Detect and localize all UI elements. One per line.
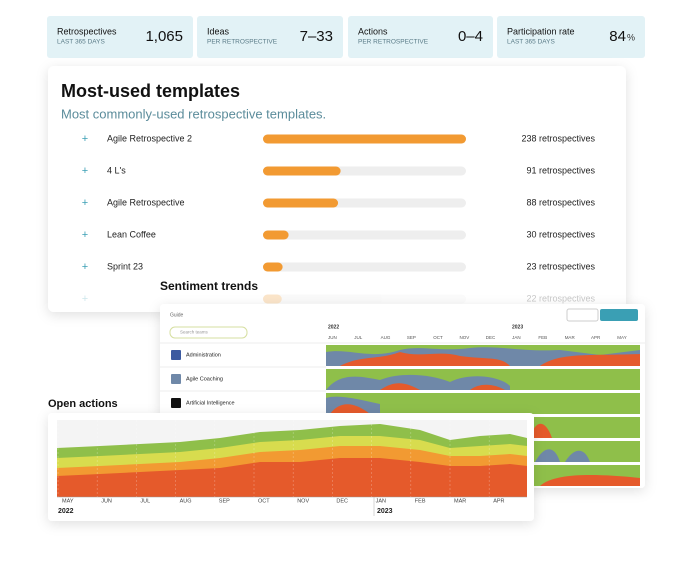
month-label: DEC [486,335,496,340]
stat-sublabel: LAST 365 DAYS [507,39,555,46]
stat-label: Ideas [207,26,230,36]
stat-card [348,16,493,58]
stat-sublabel: LAST 365 DAYS [57,39,105,46]
stat-value: 7–33 [300,28,333,45]
team-icon [171,350,181,360]
template-rows: + Agile Retrospective 2 238 retrospectives… [82,133,596,305]
template-count: 88 retrospectives [526,197,595,207]
stat-value: 1,065 [145,28,183,45]
stat-value: 84 [609,28,626,45]
template-name: Agile Retrospective [107,197,185,207]
template-row: + Sprint 23 23 retrospectives [82,261,596,273]
month-label: OCT [433,335,443,340]
month-label: FEB [415,498,426,504]
templates-card [48,66,626,312]
stat-card [197,16,343,58]
team-name[interactable]: Artificial Intelligence [186,400,235,406]
button[interactable] [566,308,599,322]
search-box[interactable] [169,326,248,339]
guide-link[interactable]: Guide [170,312,184,318]
year-label: 2023 [512,324,523,330]
stat-sublabel: PER RETROSPECTIVE [358,39,429,46]
year-label: 2023 [377,508,393,515]
month-label: OCT [258,498,270,504]
bar [263,166,341,176]
sentiment-months: JUN JUL AUG SEP OCT NOV DEC JAN FEB MAR APR MAY [328,335,627,340]
month-label: SEP [219,498,230,504]
month-label: DEC [336,498,348,504]
open-actions-areas [57,420,527,497]
template-row: + Agile Retrospective 88 retrospectives [82,197,596,209]
templates-subtitle: Most commonly-used retrospective templat… [61,106,326,121]
team-name[interactable]: Administration [186,352,221,358]
expand-icon[interactable]: + [82,293,88,305]
template-name: Sprint 23 [107,261,143,271]
template-count: 30 retrospectives [526,229,595,239]
year-label: 2022 [328,324,339,330]
open-actions-title: Open actions [48,398,118,410]
sentiment-title: Sentiment trends [160,279,258,293]
button[interactable] [600,309,638,321]
stats-row: Retrospectives LAST 365 DAYS 1,065 Ideas PER… [47,16,645,58]
month-label: APR [591,335,601,340]
template-name: Agile Retrospective 2 [107,133,192,143]
template-count: 91 retrospectives [526,165,595,175]
bar-track [263,230,466,240]
expand-icon[interactable]: + [82,229,88,241]
stat-card [497,16,645,58]
bar [263,262,283,272]
month-label: JUL [354,335,362,340]
stat-label: Retrospectives [57,26,117,36]
stat-unit: % [627,32,635,42]
expand-icon[interactable]: + [82,165,88,177]
template-name: 4 L's [107,165,126,175]
expand-icon[interactable]: + [82,133,88,145]
stat-value: 0–4 [458,28,483,45]
month-label: JUN [328,335,337,340]
bar [263,294,282,304]
month-label: SEP [407,335,416,340]
year-label: 2022 [58,508,74,515]
team-icon [171,374,181,384]
search-placeholder: Search teams [180,330,209,335]
template-row: + Lean Coffee 30 retrospectives [82,229,596,241]
template-row: +22 retrospectives [82,293,596,305]
template-count: 23 retrospectives [526,261,595,271]
month-label: JUN [101,498,112,504]
open-actions-months: MAY JUN JUL AUG SEP OCT NOV DEC JAN FEB MAR APR [57,420,505,504]
month-label: JAN [376,498,386,504]
template-count: 238 retrospectives [521,133,595,143]
month-label: MAY [617,335,626,340]
team-name[interactable]: Agile Coaching [186,376,223,382]
month-label: AUG [381,335,391,340]
month-label: MAR [565,335,576,340]
bar [263,198,339,208]
template-row: + Agile Retrospective 2 238 retrospectives [82,133,596,145]
expand-icon[interactable]: + [82,197,88,209]
month-label: MAR [454,498,466,504]
template-row: +4 L's 91 retrospectives [82,165,596,177]
stat-sublabel: PER RETROSPECTIVE [207,39,278,46]
month-label: FEB [538,335,547,340]
stat-card [47,16,193,58]
team-icon [171,398,181,408]
month-label: NOV [297,498,309,504]
bar [263,134,466,144]
bar-track [263,294,466,304]
month-label: JAN [512,335,521,340]
templates-title: Most-used templates [61,81,240,101]
month-label: APR [493,498,504,504]
month-label: AUG [180,498,192,504]
bar-track [263,262,466,272]
stat-label: Participation rate [507,26,575,36]
bar [263,230,289,240]
month-label: NOV [460,335,470,340]
stat-label: Actions [358,26,388,36]
month-label: MAY [62,498,74,504]
template-count: 22 retrospectives [526,293,595,303]
template-name: Lean Coffee [107,229,156,239]
month-label: JUL [140,498,150,504]
expand-icon[interactable]: + [82,261,88,273]
